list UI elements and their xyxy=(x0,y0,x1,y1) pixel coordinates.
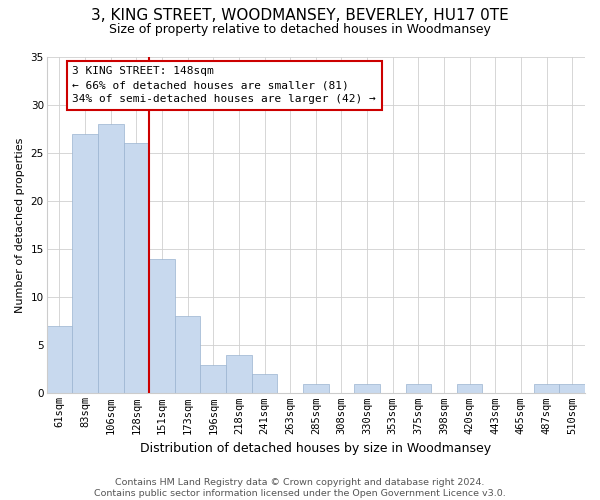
Bar xyxy=(354,384,380,394)
X-axis label: Distribution of detached houses by size in Woodmansey: Distribution of detached houses by size … xyxy=(140,442,491,455)
Bar xyxy=(406,384,431,394)
Bar xyxy=(72,134,98,394)
Text: Size of property relative to detached houses in Woodmansey: Size of property relative to detached ho… xyxy=(109,22,491,36)
Bar xyxy=(303,384,329,394)
Bar xyxy=(226,355,251,394)
Bar xyxy=(251,374,277,394)
Bar xyxy=(124,143,149,394)
Bar xyxy=(149,258,175,394)
Y-axis label: Number of detached properties: Number of detached properties xyxy=(15,138,25,312)
Bar xyxy=(175,316,200,394)
Bar xyxy=(534,384,559,394)
Bar xyxy=(200,364,226,394)
Bar xyxy=(559,384,585,394)
Text: 3, KING STREET, WOODMANSEY, BEVERLEY, HU17 0TE: 3, KING STREET, WOODMANSEY, BEVERLEY, HU… xyxy=(91,8,509,22)
Text: Contains HM Land Registry data © Crown copyright and database right 2024.
Contai: Contains HM Land Registry data © Crown c… xyxy=(94,478,506,498)
Bar xyxy=(98,124,124,394)
Bar xyxy=(47,326,72,394)
Bar xyxy=(457,384,482,394)
Text: 3 KING STREET: 148sqm
← 66% of detached houses are smaller (81)
34% of semi-deta: 3 KING STREET: 148sqm ← 66% of detached … xyxy=(72,66,376,104)
